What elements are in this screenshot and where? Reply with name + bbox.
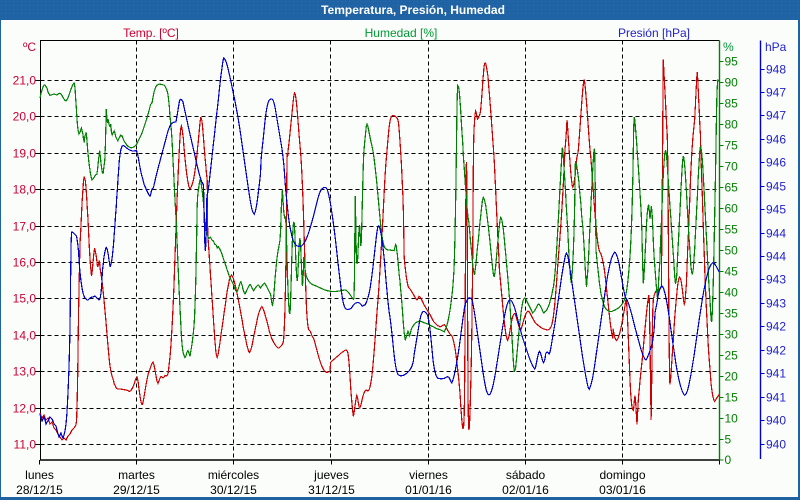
- svg-text:55: 55: [725, 223, 739, 237]
- svg-text:50: 50: [725, 244, 739, 258]
- svg-text:Temp. [ºC]: Temp. [ºC]: [123, 26, 179, 40]
- svg-text:lunes: lunes: [25, 468, 54, 482]
- svg-text:10: 10: [725, 412, 739, 426]
- svg-text:Presión [hPa]: Presión [hPa]: [618, 26, 690, 40]
- svg-text:944: 944: [766, 227, 786, 241]
- svg-text:21,0: 21,0: [13, 74, 37, 88]
- svg-text:02/01/16: 02/01/16: [502, 483, 549, 497]
- svg-text:944: 944: [766, 250, 786, 264]
- svg-text:943: 943: [766, 273, 786, 287]
- svg-text:29/12/15: 29/12/15: [113, 483, 160, 497]
- svg-text:30/12/15: 30/12/15: [210, 483, 257, 497]
- svg-text:domingo: domingo: [599, 468, 645, 482]
- svg-text:943: 943: [766, 297, 786, 311]
- svg-text:40: 40: [725, 286, 739, 300]
- svg-text:942: 942: [766, 344, 786, 358]
- svg-text:85: 85: [725, 97, 739, 111]
- svg-text:31/12/15: 31/12/15: [308, 483, 355, 497]
- svg-text:16,0: 16,0: [13, 256, 37, 270]
- svg-text:20: 20: [725, 370, 739, 384]
- svg-text:viernes: viernes: [409, 468, 448, 482]
- svg-text:946: 946: [766, 156, 786, 170]
- svg-text:Humedad [%]: Humedad [%]: [365, 26, 438, 40]
- svg-text:martes: martes: [118, 468, 155, 482]
- svg-text:65: 65: [725, 181, 739, 195]
- svg-text:28/12/15: 28/12/15: [16, 483, 63, 497]
- svg-text:946: 946: [766, 133, 786, 147]
- svg-text:80: 80: [725, 118, 739, 132]
- svg-text:5: 5: [725, 433, 732, 447]
- svg-text:03/01/16: 03/01/16: [599, 483, 646, 497]
- svg-text:15,0: 15,0: [13, 292, 37, 306]
- svg-text:13,0: 13,0: [13, 365, 37, 379]
- svg-text:945: 945: [766, 203, 786, 217]
- svg-text:941: 941: [766, 391, 786, 405]
- svg-text:20,0: 20,0: [13, 110, 37, 124]
- svg-text:14,0: 14,0: [13, 329, 37, 343]
- svg-text:19,0: 19,0: [13, 147, 37, 161]
- svg-text:0: 0: [725, 453, 732, 467]
- svg-text:30: 30: [725, 328, 739, 342]
- svg-text:95: 95: [725, 55, 739, 69]
- svg-text:ºC: ºC: [23, 40, 36, 54]
- svg-text:15: 15: [725, 391, 739, 405]
- svg-text:945: 945: [766, 180, 786, 194]
- svg-text:940: 940: [766, 414, 786, 428]
- svg-text:948: 948: [766, 63, 786, 77]
- svg-text:45: 45: [725, 265, 739, 279]
- svg-text:jueves: jueves: [313, 468, 349, 482]
- svg-text:947: 947: [766, 86, 786, 100]
- svg-text:11,0: 11,0: [14, 438, 37, 452]
- svg-text:75: 75: [725, 139, 739, 153]
- svg-text:17,0: 17,0: [13, 220, 37, 234]
- svg-text:940: 940: [766, 438, 786, 452]
- svg-text:12,0: 12,0: [13, 402, 37, 416]
- svg-text:hPa: hPa: [765, 40, 787, 54]
- svg-text:01/01/16: 01/01/16: [405, 483, 452, 497]
- svg-text:%: %: [723, 40, 734, 54]
- svg-text:sábado: sábado: [506, 468, 546, 482]
- svg-text:35: 35: [725, 307, 739, 321]
- svg-text:90: 90: [725, 76, 739, 90]
- svg-text:941: 941: [766, 367, 786, 381]
- svg-text:18,0: 18,0: [13, 183, 37, 197]
- svg-text:Temperatura, Presión, Humedad: Temperatura, Presión, Humedad: [321, 3, 505, 17]
- svg-text:70: 70: [725, 160, 739, 174]
- svg-text:60: 60: [725, 202, 739, 216]
- svg-text:25: 25: [725, 349, 739, 363]
- svg-text:942: 942: [766, 320, 786, 334]
- svg-text:miércoles: miércoles: [208, 468, 259, 482]
- svg-text:947: 947: [766, 109, 786, 123]
